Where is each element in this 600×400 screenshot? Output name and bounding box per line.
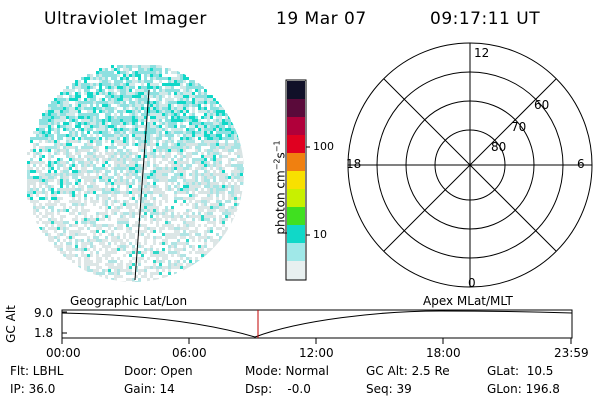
colorbar-band bbox=[287, 99, 305, 118]
glat-info: GLat: 10.5 bbox=[487, 364, 554, 378]
timeline-ytick-1-8: 1.8 bbox=[34, 326, 54, 340]
colorbar-gradient bbox=[287, 81, 305, 280]
timeline-ytick-9: 9.0 bbox=[34, 306, 54, 320]
dsp-info: Dsp: -0.0 bbox=[245, 382, 311, 396]
colorbar-tick-label-100: 100 bbox=[313, 140, 334, 153]
colorbar-band bbox=[287, 171, 305, 190]
timeline-xlabel-12: 12:00 bbox=[299, 346, 334, 360]
lat-label-70: 70 bbox=[511, 120, 527, 134]
ip-info: IP: 36.0 bbox=[10, 382, 56, 396]
colorbar-tick-label-10: 10 bbox=[313, 228, 327, 241]
timeline-xlabel-6: 06:00 bbox=[172, 346, 207, 360]
auroral-image-pixels bbox=[27, 65, 244, 282]
glon-info: GLon: 196.8 bbox=[487, 382, 560, 396]
polar-diagonal-b bbox=[383, 78, 557, 252]
colorbar-band bbox=[287, 189, 305, 208]
colorbar-band bbox=[287, 261, 305, 280]
gc-alt-info: GC Alt: 2.5 Re bbox=[366, 364, 450, 378]
lat-label-80: 80 bbox=[491, 140, 507, 154]
gain-info: Gain: 14 bbox=[124, 382, 175, 396]
mlt-label-0: 0 bbox=[468, 276, 476, 290]
colorbar-band bbox=[287, 153, 305, 172]
mlt-label-12: 12 bbox=[474, 46, 490, 60]
timeline-left-title: Geographic Lat/Lon bbox=[70, 294, 188, 308]
timeline-xlabel-0: 00:00 bbox=[46, 346, 81, 360]
timeline-right-title: Apex MLat/MLT bbox=[423, 294, 513, 308]
colorbar-band bbox=[287, 225, 305, 244]
door-info: Door: Open bbox=[124, 364, 193, 378]
instrument-title: Ultraviolet Imager bbox=[44, 9, 207, 29]
timeline-xlabel-24: 23:59 bbox=[554, 346, 589, 360]
timeline-frame bbox=[61, 309, 573, 339]
mode-info: Mode: Normal bbox=[245, 364, 329, 378]
colorbar-band bbox=[287, 207, 305, 226]
timeline-xlabel-18: 18:00 bbox=[426, 346, 461, 360]
mlt-label-18: 18 bbox=[346, 157, 362, 171]
altitude-curve bbox=[61, 310, 573, 338]
observation-time: 09:17:11 UT bbox=[430, 9, 541, 29]
filter-info: Flt: LBHL bbox=[10, 364, 64, 378]
colorbar-band bbox=[287, 135, 305, 154]
colorbar-band bbox=[287, 243, 305, 262]
satellite-track-line bbox=[134, 89, 150, 281]
colorbar-band bbox=[287, 117, 305, 136]
lat-label-60: 60 bbox=[534, 98, 550, 112]
mlt-label-6: 6 bbox=[577, 157, 585, 171]
colorbar-band bbox=[287, 81, 305, 100]
colorbar-frame bbox=[285, 79, 307, 281]
observation-date: 19 Mar 07 bbox=[276, 9, 367, 29]
seq-info: Seq: 39 bbox=[366, 382, 412, 396]
